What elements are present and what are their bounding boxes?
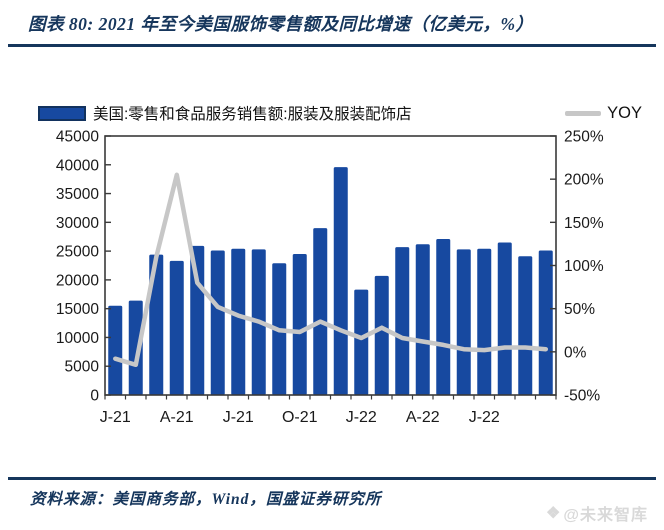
legend-bar-entry: 美国:零售和食品服务销售额:服装及服装配饰店 bbox=[38, 102, 412, 124]
left-axis-label: 40000 bbox=[56, 157, 99, 174]
bar-2021-12 bbox=[333, 167, 348, 395]
right-axis-label: 100% bbox=[564, 258, 604, 275]
chart-area: 45000 40000 35000 30000 25000 20000 15000 10000… bbox=[0, 128, 664, 433]
yoy-series-label: YOY bbox=[607, 103, 642, 122]
source-note: 资料来源：美国商务部，Wind，国盛证券研究所 bbox=[30, 491, 382, 508]
footer-divider bbox=[8, 477, 656, 480]
right-axis-label: -50% bbox=[564, 388, 600, 405]
left-axis-label: 35000 bbox=[56, 186, 99, 203]
bar-2022-05 bbox=[436, 239, 451, 395]
figure-title: 图表 80: 2021 年至今美国服饰零售额及同比增速（亿美元，%） bbox=[28, 14, 534, 34]
bar-2022-03 bbox=[395, 247, 410, 395]
right-axis-label: 200% bbox=[564, 172, 604, 189]
left-axis-label: 15000 bbox=[56, 301, 99, 318]
yoy-line bbox=[113, 172, 549, 368]
x-axis-label: J-21 bbox=[223, 409, 254, 426]
chart-canvas: 45000 40000 35000 30000 25000 20000 15000 10000… bbox=[56, 129, 604, 427]
left-axis-label: 20000 bbox=[56, 272, 99, 289]
x-axis-label: A-21 bbox=[160, 409, 194, 426]
watermark-label: @未来智库 bbox=[563, 507, 648, 524]
bar-2021-06 bbox=[210, 250, 225, 395]
left-axis-label: 45000 bbox=[56, 129, 99, 146]
bar-2022-06 bbox=[456, 249, 471, 395]
bar-series-swatch bbox=[38, 105, 86, 121]
bar-2021-02 bbox=[128, 300, 143, 395]
left-axis-label: 0 bbox=[90, 388, 99, 405]
left-axis-label: 30000 bbox=[56, 215, 99, 232]
right-axis-label: 50% bbox=[564, 301, 595, 318]
bar-2022-04 bbox=[415, 244, 430, 395]
bar-2022-07 bbox=[477, 248, 492, 395]
yoy-line-swatch bbox=[565, 110, 602, 116]
bar-2022-01 bbox=[354, 289, 369, 395]
bar-2021-04 bbox=[169, 260, 184, 395]
watermark: ❖ @未来智库 bbox=[546, 501, 648, 525]
bar-2022-08 bbox=[497, 242, 512, 395]
bar-2021-07 bbox=[231, 248, 246, 395]
x-axis-label: O-21 bbox=[282, 409, 318, 426]
left-axis-label: 5000 bbox=[65, 359, 100, 376]
legend-line-entry: YOY bbox=[565, 104, 642, 123]
bar-2021-10 bbox=[292, 253, 307, 395]
right-axis-label: 150% bbox=[564, 215, 604, 232]
bar-2021-01 bbox=[108, 305, 123, 395]
watermark-logo-icon: ❖ bbox=[546, 505, 562, 522]
bar-2021-03 bbox=[149, 254, 164, 395]
chart-legend: 美国:零售和食品服务销售额:服装及服装配饰店 YOY bbox=[38, 102, 642, 124]
left-axis-label: 25000 bbox=[56, 244, 99, 261]
right-axis-label: 250% bbox=[564, 129, 604, 146]
bar-2022-09 bbox=[518, 256, 533, 395]
bar-2022-10 bbox=[538, 250, 553, 395]
bar-2021-05 bbox=[190, 245, 205, 395]
bar-series-label: 美国:零售和食品服务销售额:服装及服装配饰店 bbox=[93, 106, 412, 123]
x-axis-label: J-22 bbox=[469, 409, 500, 426]
x-axis-label: A-22 bbox=[406, 409, 440, 426]
bar-2022-02 bbox=[374, 275, 389, 395]
x-axis-label: J-22 bbox=[346, 409, 377, 426]
x-axis-label: J-21 bbox=[100, 409, 131, 426]
title-underline bbox=[8, 44, 656, 47]
left-axis-label: 10000 bbox=[56, 330, 99, 347]
bar-2021-11 bbox=[313, 228, 328, 395]
right-axis-label: 0% bbox=[564, 344, 587, 361]
